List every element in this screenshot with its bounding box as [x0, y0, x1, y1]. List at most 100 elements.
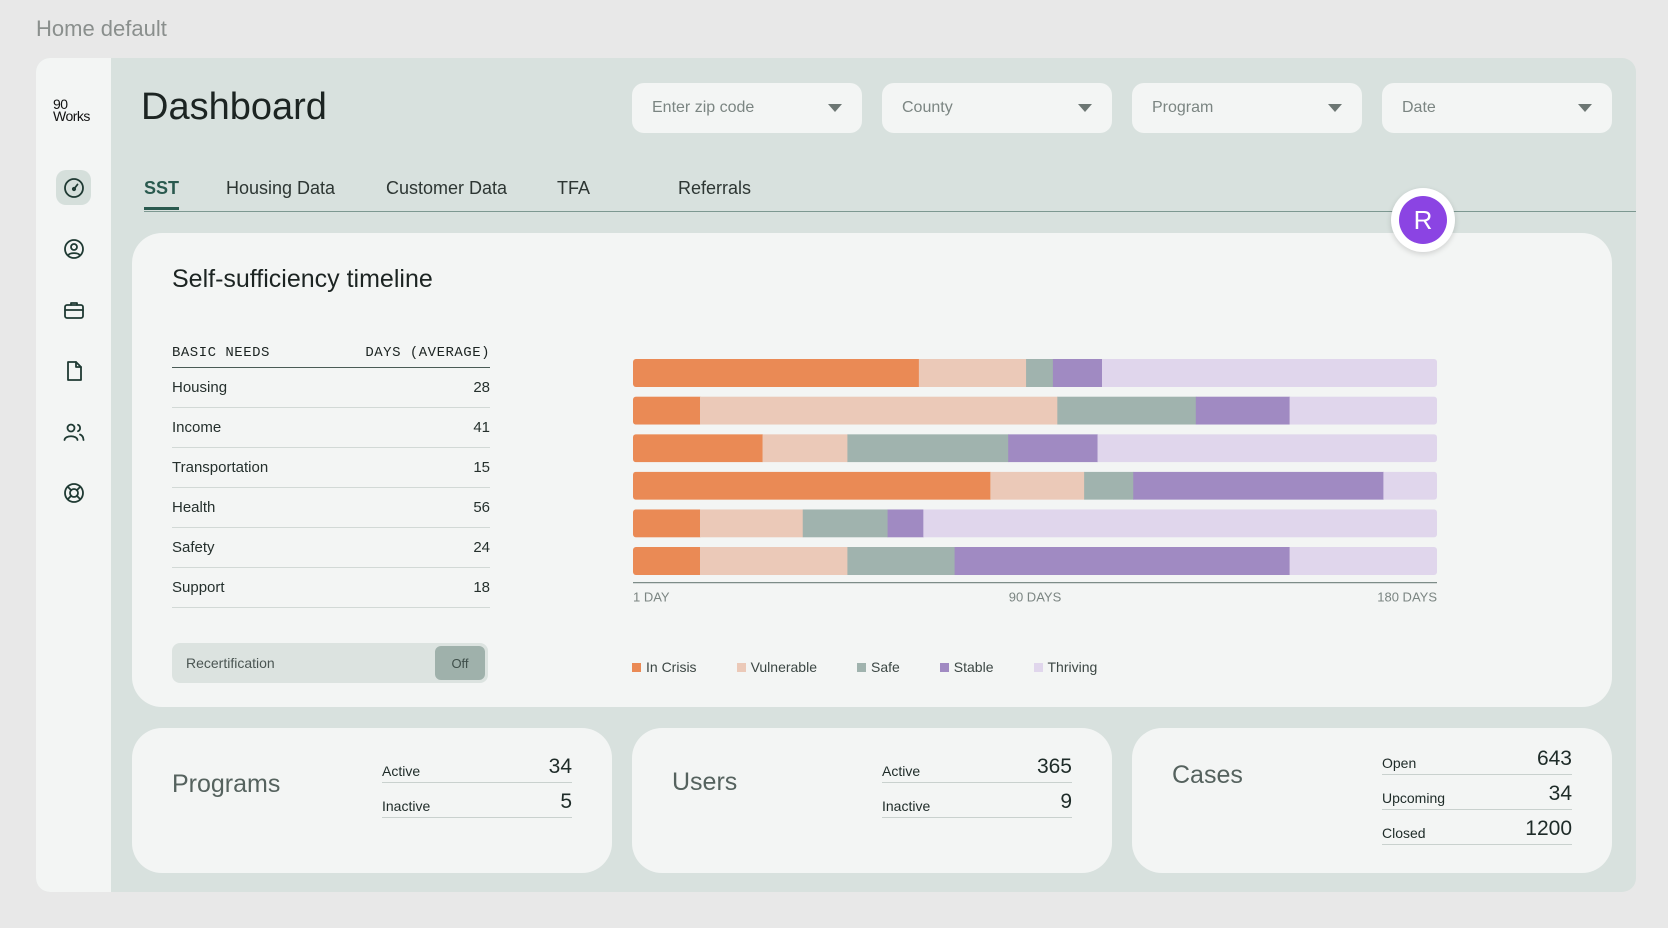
stat-label: Upcoming [1382, 790, 1446, 806]
stat-row: Active 365 [882, 748, 1072, 783]
programs-title: Programs [172, 770, 281, 798]
bar-segment-in-crisis [633, 396, 701, 425]
users-stats: Active 365 Inactive 9 [882, 748, 1072, 818]
table-row: Transportation 15 [172, 448, 490, 488]
toggle-switch[interactable]: Off [435, 646, 485, 680]
date-dropdown[interactable]: Date [1382, 83, 1612, 133]
nav-documents[interactable] [56, 353, 91, 388]
legend-item: Safe [856, 659, 900, 675]
bar-row-housing [633, 359, 1437, 387]
bar-segment-in-crisis [633, 434, 764, 463]
tab-housing-data[interactable]: Housing Data [226, 178, 336, 198]
x-tick-label: 90 DAYS [1009, 590, 1062, 605]
bar-row-support [633, 547, 1437, 575]
bar-segment-in-crisis [633, 359, 920, 387]
stat-label: Inactive [382, 798, 431, 814]
bar-segment-safe [847, 434, 1009, 463]
stat-value: 5 [560, 790, 572, 813]
chevron-down-icon [1578, 104, 1592, 112]
legend-item: Stable [939, 659, 994, 675]
user-circle-icon [63, 238, 84, 259]
bar-segment-thriving [1289, 547, 1437, 575]
table-row: Housing 28 [172, 368, 490, 408]
table-row: Safety 24 [172, 528, 490, 568]
stat-value: 365 [1036, 755, 1072, 778]
bar-segment-stable [1008, 434, 1099, 463]
speedometer-icon [63, 177, 84, 198]
days-value: 24 [473, 539, 490, 556]
cases-stats: Open 643 Upcoming 34 Closed 1200 [1382, 740, 1572, 845]
chevron-down-icon [1328, 104, 1342, 112]
county-dropdown[interactable]: County [882, 83, 1112, 133]
stat-label: Active [382, 763, 421, 779]
bar-row-income [633, 396, 1437, 425]
bar-segment-vulnerable [700, 396, 1058, 425]
tab-customer-data[interactable]: Customer Data [386, 178, 508, 198]
logo-line2: Works [53, 108, 90, 124]
avatar-button[interactable]: R [1391, 188, 1455, 252]
briefcase-icon [63, 301, 84, 319]
bar-segment-safe [802, 509, 889, 538]
stat-value: 1200 [1525, 817, 1572, 840]
bar-segment-safe [847, 547, 956, 575]
bar-segment-in-crisis [633, 509, 701, 538]
nav-dashboard[interactable] [56, 170, 91, 205]
stat-row: Open 643 [1382, 740, 1572, 775]
table-row: Income 41 [172, 408, 490, 448]
sidebar: 90 Works [36, 58, 111, 892]
nav-cases[interactable] [56, 292, 91, 327]
nav-profile[interactable] [56, 231, 91, 266]
bar-row-transportation [633, 434, 1437, 463]
stat-value: 34 [1548, 782, 1572, 805]
stat-value: 643 [1536, 747, 1572, 770]
column-header-needs: BASIC NEEDS [172, 345, 270, 361]
stat-label: Inactive [882, 798, 931, 814]
legend-item: Thriving [1033, 659, 1097, 675]
programs-stats: Active 34 Inactive 5 [382, 748, 572, 818]
bar-segment-in-crisis [633, 547, 701, 575]
bar-segment-vulnerable [918, 359, 1027, 387]
nav-support[interactable] [56, 475, 91, 510]
bar-segment-stable [954, 547, 1291, 575]
legend-swatch [736, 662, 746, 672]
stat-value: 9 [1060, 790, 1072, 813]
table-row: Health 56 [172, 488, 490, 528]
legend-label: Safe [870, 659, 900, 675]
stat-value: 34 [548, 755, 572, 778]
bar-segment-safe [1057, 396, 1197, 425]
tab-tfa[interactable]: TFA [557, 178, 591, 198]
bar-segment-safe [1084, 471, 1134, 500]
cases-card: Cases Open 643 Upcoming 34 Closed 1200 [1132, 728, 1612, 873]
bar-segment-in-crisis [633, 471, 991, 500]
logo[interactable]: 90 Works [53, 97, 97, 124]
days-value: 15 [473, 459, 490, 476]
bar-segment-stable [1052, 359, 1103, 387]
stat-label: Active [882, 763, 921, 779]
sst-title: Self-sufficiency timeline [172, 265, 433, 293]
dashboard-frame: 90 Works [36, 58, 1636, 892]
need-label: Safety [172, 539, 215, 556]
column-header-days: DAYS (AVERAGE) [365, 345, 490, 361]
users-icon [63, 423, 84, 441]
legend-swatch [1033, 662, 1043, 672]
bar-segment-thriving [1097, 434, 1437, 463]
cases-title: Cases [1172, 761, 1243, 789]
nav-users[interactable] [56, 414, 91, 449]
need-label: Support [172, 579, 225, 596]
bar-segment-stable [887, 509, 924, 538]
legend-label: In Crisis [646, 659, 697, 675]
recertification-toggle[interactable]: Recertification Off [172, 643, 488, 683]
tab-sst[interactable]: SST [144, 178, 180, 210]
bar-segment-thriving [923, 509, 1437, 538]
basic-needs-table: BASIC NEEDS DAYS (AVERAGE) Housing 28 In… [172, 345, 490, 608]
programs-card: Programs Active 34 Inactive 5 [132, 728, 612, 873]
table-row: Support 18 [172, 568, 490, 608]
zip-code-dropdown[interactable]: Enter zip code [632, 83, 862, 133]
chevron-down-icon [828, 104, 842, 112]
bar-segment-vulnerable [700, 547, 848, 575]
lifebuoy-icon [63, 482, 84, 503]
stat-row: Inactive 5 [382, 783, 572, 818]
tab-divider [144, 211, 1636, 212]
tab-referrals[interactable]: Referrals [678, 178, 752, 198]
program-dropdown[interactable]: Program [1132, 83, 1362, 133]
